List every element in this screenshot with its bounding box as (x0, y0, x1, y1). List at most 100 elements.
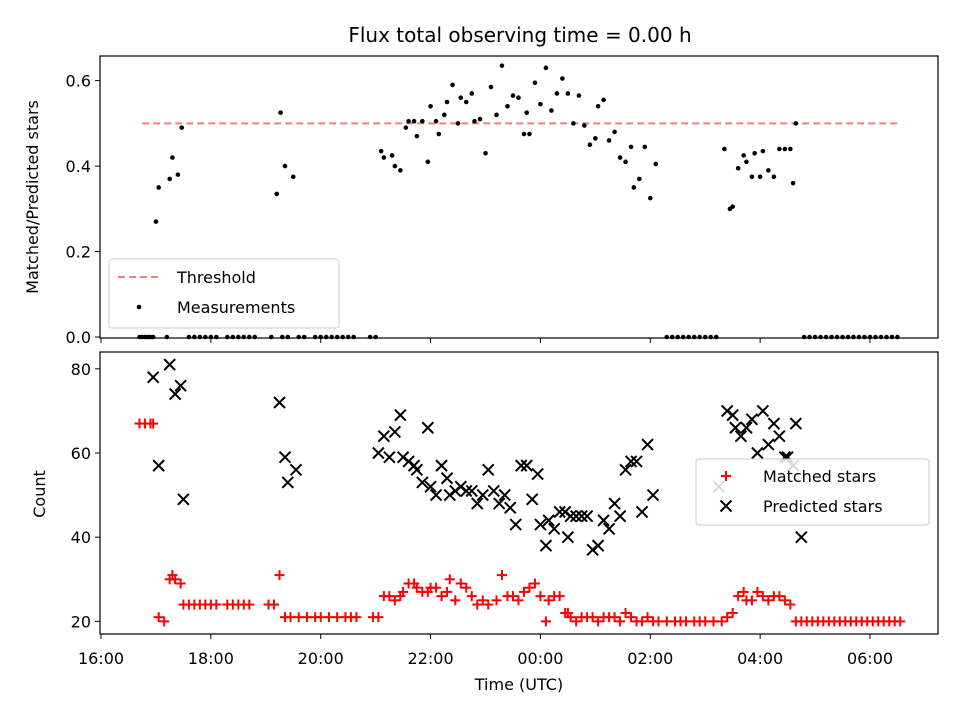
measurement-point (236, 334, 241, 340)
predicted-point (608, 497, 621, 510)
measurement-point (406, 118, 411, 124)
measurement-point (538, 101, 543, 107)
matched-point (444, 574, 455, 585)
measurement-point (192, 334, 197, 340)
predicted-point (762, 438, 775, 451)
predicted-legend-label: Predicted stars (763, 497, 883, 516)
measurement-point (790, 180, 796, 186)
measurement-point (208, 334, 214, 340)
measurement-point (873, 334, 878, 340)
measurement-point (818, 334, 823, 340)
matched-point (483, 599, 494, 610)
predicted-points (146, 358, 808, 557)
measurement-point (702, 334, 708, 340)
measurement-point (469, 91, 475, 96)
predicted-point (773, 429, 786, 443)
matched-point (543, 595, 554, 606)
threshold-legend-label: Threshold (176, 268, 256, 287)
measurement-point (472, 118, 477, 124)
predicted-point (421, 421, 435, 434)
measurement-point (565, 91, 571, 96)
predicted-point (416, 476, 429, 489)
measurement-point (247, 334, 252, 340)
matched-point (269, 599, 280, 610)
measurement-point (167, 176, 172, 182)
bottom-x-tick-label: 16:00 (78, 649, 124, 668)
measurement-point (499, 63, 505, 68)
measurement-point (582, 123, 587, 128)
matched-point (609, 612, 620, 623)
matched-point (757, 591, 768, 602)
measurement-point (285, 334, 291, 340)
measurement-point (373, 334, 378, 340)
predicted-point (435, 459, 448, 472)
measurement-point (532, 80, 538, 86)
predicted-point (547, 522, 561, 535)
matched-point (763, 595, 774, 606)
measurement-point (164, 334, 170, 340)
measurement-point (617, 155, 623, 160)
measurement-point (197, 334, 203, 340)
matched-point (389, 595, 400, 606)
top-y-axis-label: Matched/Predicted stars (23, 100, 42, 294)
measurement-point (595, 103, 601, 109)
predicted-point (795, 530, 808, 544)
matched-point (746, 595, 757, 606)
measurement-point (744, 159, 749, 165)
matched-point (477, 595, 488, 606)
predicted-point (575, 509, 588, 523)
predicted-point (487, 484, 500, 498)
matched-point (442, 586, 453, 597)
matched-point (153, 612, 164, 623)
measurement-point (179, 125, 185, 130)
measurement-point (829, 334, 834, 340)
measurement-point (845, 334, 851, 340)
measurement-point (463, 99, 469, 105)
measurement-point (420, 118, 425, 124)
predicted-point (641, 438, 654, 451)
matched-point (554, 591, 565, 602)
measurement-point (301, 334, 307, 340)
matched-point (722, 612, 733, 623)
measurement-point (268, 334, 274, 340)
predicted-point (476, 488, 489, 502)
bottom-y-tick-label: 40 (71, 528, 91, 547)
measurement-point (252, 334, 258, 340)
matched-point (175, 578, 186, 589)
measurement-point (455, 121, 461, 126)
matched-point (716, 616, 727, 627)
measurement-point (793, 121, 799, 126)
measurement-point (593, 136, 598, 141)
measurement-point (241, 334, 247, 340)
predicted-point (429, 488, 443, 502)
matched-point (540, 616, 551, 627)
predicted-point (580, 509, 594, 523)
measurement-point (554, 91, 560, 96)
matched-point (593, 616, 604, 627)
measurement-point (381, 155, 387, 160)
matched-point (752, 586, 763, 597)
predicted-point (734, 429, 748, 443)
bottom-plot: 16:00 18:00 20:00 22:00 00:00 02:00 04:00 06:00… (30, 351, 939, 694)
measurement-point (389, 153, 395, 158)
predicted-point (729, 421, 742, 434)
matched-point (785, 599, 796, 610)
predicted-point (602, 522, 616, 535)
measurement-point (345, 334, 351, 340)
matched-point (466, 591, 477, 602)
bottom-x-tick-label: 18:00 (188, 649, 234, 668)
predicted-point (465, 484, 478, 498)
measurement-point (777, 146, 782, 152)
predicted-point (767, 417, 781, 430)
predicted-point (635, 505, 649, 519)
bottom-y-tick-label: 20 (71, 612, 91, 631)
matched-point (587, 612, 598, 623)
matched-point (170, 574, 181, 585)
matched-point (436, 591, 447, 602)
matched-point (774, 591, 785, 602)
predicted-point (163, 358, 176, 371)
measurement-point (606, 138, 612, 143)
matched-point (565, 612, 576, 623)
predicted-point (564, 509, 577, 523)
